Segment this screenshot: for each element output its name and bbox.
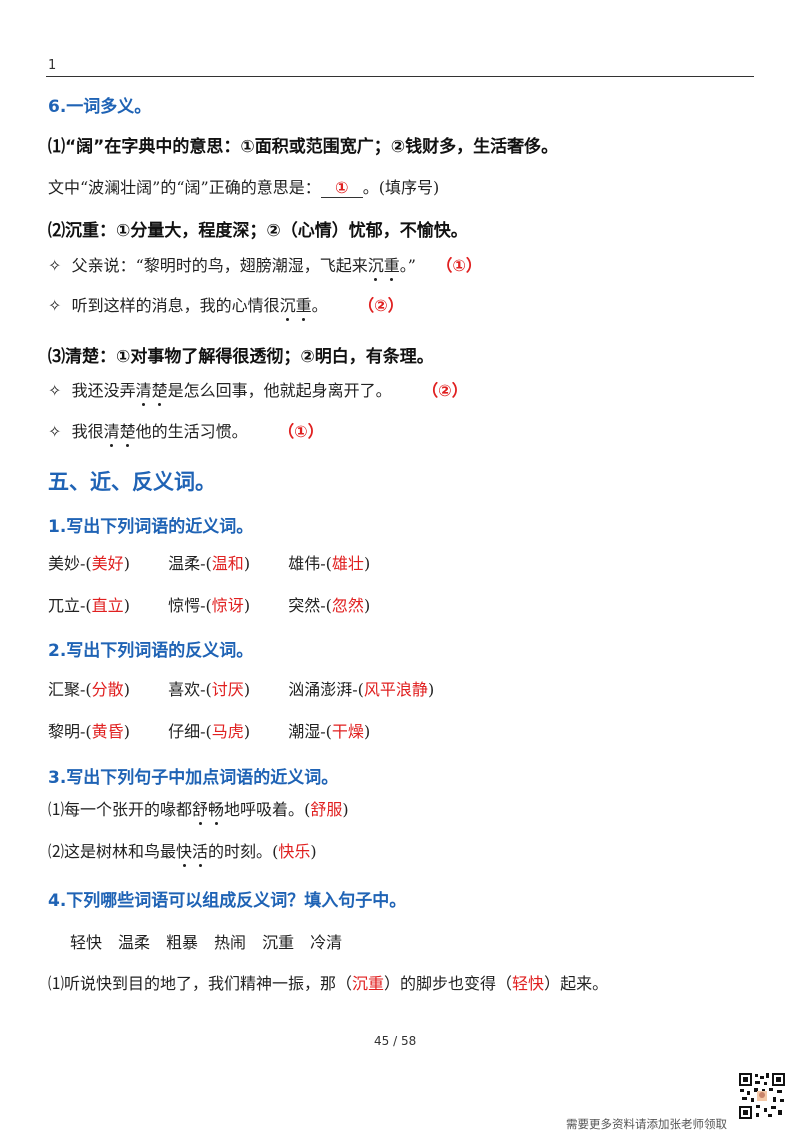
section-6-title: 6.一词多义。 bbox=[48, 97, 152, 117]
bullet-icon: ✧ bbox=[48, 296, 62, 315]
q3-item-2: ✧ 我很清楚他的生活习惯。 （①） bbox=[48, 418, 324, 447]
word-pair: 雄伟-(雄壮) bbox=[288, 554, 371, 573]
q1-prompt-tail: 。(填序号) bbox=[362, 178, 440, 197]
q2-item-1-answer: （①） bbox=[436, 256, 482, 275]
dotted-char: 清 bbox=[136, 377, 152, 406]
q3-definition: ⑶清楚：①对事物了解得很透彻；②明白，有条理。 bbox=[48, 347, 434, 367]
q1-prompt-text: 文中“波澜壮阔”的“阔”正确的意思是： bbox=[48, 178, 321, 197]
bullet-icon: ✧ bbox=[48, 256, 62, 275]
dotted-char: 舒 bbox=[192, 796, 208, 825]
bank-word: 轻快 bbox=[70, 933, 103, 952]
q2-item-2-text: 听到这样的消息，我的心情很 bbox=[71, 296, 280, 315]
word-pair: 汹涌澎湃-(风平浪静) bbox=[288, 680, 435, 699]
q3-item-1-answer: （②） bbox=[422, 381, 468, 400]
dotted-char: 快 bbox=[176, 838, 192, 867]
word-pair: 潮湿-(干燥) bbox=[288, 722, 371, 741]
bank-word: 粗暴 bbox=[166, 933, 199, 952]
q2-item-2-tail: 。 bbox=[311, 296, 328, 315]
s1-row-2: 兀立-(直立) 惊愕-(惊讶) 突然-(忽然) bbox=[48, 592, 370, 616]
q1-prompt: 文中“波澜壮阔”的“阔”正确的意思是： ① 。(填序号) bbox=[48, 174, 439, 198]
section-5-title: 五、近、反义词。 bbox=[48, 470, 216, 494]
s4-sentence-part: ）的脚步也变得（ bbox=[384, 974, 513, 993]
s3-item-2-tail: 的时刻。 bbox=[208, 842, 273, 861]
page-number: 1 bbox=[48, 58, 57, 73]
q3-item-2-answer: （①） bbox=[278, 422, 324, 441]
s3-item-1-tail: 地呼吸着。 bbox=[224, 800, 305, 819]
bullet-icon: ✧ bbox=[48, 381, 62, 400]
q1-answer-blank: ① bbox=[320, 178, 363, 198]
qr-code-icon bbox=[738, 1072, 786, 1120]
q3-item-2-text: 我很 bbox=[71, 422, 104, 441]
dotted-char: 沉 bbox=[368, 252, 384, 281]
bullet-icon: ✧ bbox=[48, 422, 62, 441]
bank-word: 冷清 bbox=[310, 933, 343, 952]
dotted-char: 沉 bbox=[280, 292, 296, 321]
s4-word-bank: 轻快 温柔 粗暴 热闹 沉重 冷清 bbox=[70, 929, 342, 953]
word-pair: 汇聚-(分散) bbox=[48, 680, 130, 699]
word-pair: 突然-(忽然) bbox=[288, 596, 371, 615]
q3-item-1: ✧ 我还没弄清楚是怎么回事，他就起身离开了。 （②） bbox=[48, 377, 468, 406]
s3-title: 3.写出下列句子中加点词语的近义词。 bbox=[48, 768, 339, 788]
s3-item-1: ⑴每一个张开的喙都舒畅地呼吸着。(舒服) bbox=[48, 796, 349, 825]
s4-sentence-part: ）起来。 bbox=[544, 974, 609, 993]
bank-word: 沉重 bbox=[262, 933, 295, 952]
s3-item-1-answer: 舒服 bbox=[310, 800, 343, 819]
s4-sentence-part: ⑴听说快到目的地了，我们精神一振，那（ bbox=[48, 974, 353, 993]
word-pair: 兀立-(直立) bbox=[48, 596, 130, 615]
q3-item-1-tail: 是怎么回事，他就起身离开了。 bbox=[167, 381, 392, 400]
dotted-char: 重 bbox=[296, 292, 312, 321]
s2-row-1: 汇聚-(分散) 喜欢-(讨厌) 汹涌澎湃-(风平浪静) bbox=[48, 676, 434, 700]
word-pair: 黎明-(黄昏) bbox=[48, 722, 130, 741]
q1-definition: ⑴“阔”在字典中的意思：①面积或范围宽广；②钱财多，生活奢侈。 bbox=[48, 137, 559, 157]
s2-row-2: 黎明-(黄昏) 仔细-(马虎) 潮湿-(干燥) bbox=[48, 718, 370, 742]
s3-item-2: ⑵这是树林和鸟最快活的时刻。(快乐) bbox=[48, 838, 317, 867]
word-pair: 美妙-(美好) bbox=[48, 554, 130, 573]
q2-item-2-answer: （②） bbox=[358, 296, 404, 315]
s1-title: 1.写出下列词语的近义词。 bbox=[48, 517, 254, 537]
footer-note: 需要更多资料请添加张老师领取 bbox=[566, 1117, 727, 1131]
dotted-char: 活 bbox=[192, 838, 208, 867]
header-rule bbox=[46, 76, 754, 77]
s3-item-1-text: ⑴每一个张开的喙都 bbox=[48, 800, 193, 819]
s4-sentence: ⑴听说快到目的地了，我们精神一振，那（沉重）的脚步也变得（轻快）起来。 bbox=[48, 970, 608, 994]
bank-word: 热闹 bbox=[214, 933, 247, 952]
s3-item-2-text: ⑵这是树林和鸟最 bbox=[48, 842, 177, 861]
s4-answer-2: 轻快 bbox=[512, 974, 545, 993]
q2-item-1-tail: 。” bbox=[399, 256, 416, 275]
q3-item-1-text: 我还没弄 bbox=[71, 381, 136, 400]
bank-word: 温柔 bbox=[118, 933, 151, 952]
dotted-char: 楚 bbox=[152, 377, 168, 406]
s1-row-1: 美妙-(美好) 温柔-(温和) 雄伟-(雄壮) bbox=[48, 550, 370, 574]
s3-item-2-answer: 快乐 bbox=[278, 842, 311, 861]
word-pair: 惊愕-(惊讶) bbox=[168, 596, 251, 615]
dotted-char: 重 bbox=[384, 252, 400, 281]
q2-item-1-text: 父亲说：“黎明时的鸟，翅膀潮湿，飞起来 bbox=[71, 256, 368, 275]
dotted-char: 清 bbox=[104, 418, 120, 447]
s2-title: 2.写出下列词语的反义词。 bbox=[48, 641, 254, 661]
page-indicator: 45 / 58 bbox=[374, 1034, 417, 1048]
q2-item-2: ✧ 听到这样的消息，我的心情很沉重。 （②） bbox=[48, 292, 404, 321]
q2-item-1: ✧ 父亲说：“黎明时的鸟，翅膀潮湿，飞起来沉重。” （①） bbox=[48, 252, 482, 281]
dotted-char: 畅 bbox=[208, 796, 224, 825]
s4-answer-1: 沉重 bbox=[352, 974, 385, 993]
dotted-char: 楚 bbox=[120, 418, 136, 447]
word-pair: 喜欢-(讨厌) bbox=[168, 680, 251, 699]
q2-definition: ⑵沉重：①分量大，程度深；②（心情）忧郁，不愉快。 bbox=[48, 221, 468, 241]
s4-title: 4.下列哪些词语可以组成反义词？填入句子中。 bbox=[48, 891, 407, 911]
word-pair: 温柔-(温和) bbox=[168, 554, 251, 573]
q3-item-2-tail: 他的生活习惯。 bbox=[135, 422, 248, 441]
word-pair: 仔细-(马虎) bbox=[168, 722, 251, 741]
